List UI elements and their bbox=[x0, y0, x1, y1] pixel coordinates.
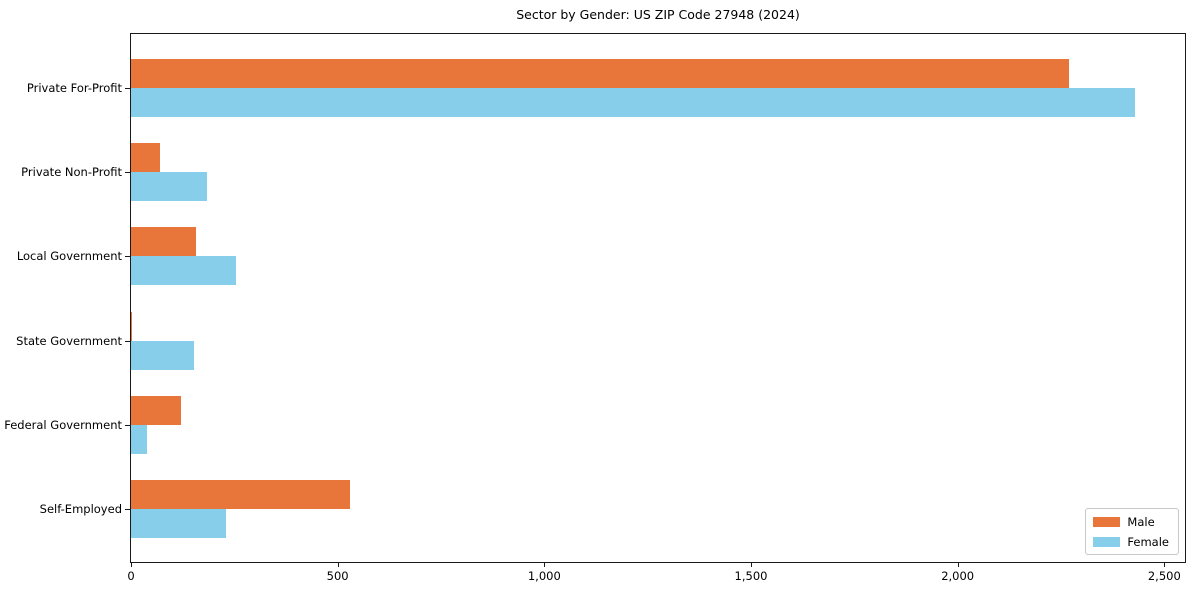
legend-entry-male: Male bbox=[1093, 514, 1169, 529]
bar-male-5 bbox=[131, 480, 351, 509]
bar-female-0 bbox=[131, 88, 1136, 117]
bar-male-3 bbox=[131, 311, 133, 341]
xtick-label-0: 0 bbox=[127, 569, 135, 583]
bar-male-0 bbox=[131, 59, 1070, 88]
ytick-label-0: Private For-Profit bbox=[26, 81, 122, 95]
bar-female-2 bbox=[131, 256, 237, 286]
bar-female-3 bbox=[131, 340, 194, 370]
bar-female-5 bbox=[131, 509, 226, 538]
xtick-mark-1 bbox=[337, 563, 339, 567]
bar-male-4 bbox=[131, 395, 181, 425]
ytick-mark-4 bbox=[125, 424, 130, 426]
bar-male-1 bbox=[131, 143, 160, 173]
xtick-label-5: 2,500 bbox=[1147, 569, 1181, 583]
bar-male-2 bbox=[131, 227, 196, 257]
xtick-mark-4 bbox=[957, 563, 959, 567]
xtick-mark-0 bbox=[131, 563, 132, 567]
legend-entry-female: Female bbox=[1093, 534, 1169, 549]
legend-label-female: Female bbox=[1127, 534, 1169, 549]
xtick-label-1: 500 bbox=[326, 569, 349, 583]
xtick-mark-2 bbox=[544, 563, 546, 567]
legend: Male Female bbox=[1085, 508, 1179, 555]
bar-female-4 bbox=[131, 424, 147, 454]
xtick-label-3: 1,500 bbox=[734, 569, 768, 583]
ytick-label-3: State Government bbox=[16, 333, 122, 348]
ytick-mark-2 bbox=[125, 256, 130, 258]
ytick-label-4: Federal Government bbox=[4, 417, 122, 432]
ytick-label-1: Private Non-Profit bbox=[21, 165, 122, 180]
xtick-label-2: 1,000 bbox=[527, 569, 561, 583]
xtick-label-4: 2,000 bbox=[941, 569, 975, 583]
ytick-mark-3 bbox=[125, 340, 130, 342]
female-series-swatch bbox=[1093, 536, 1121, 547]
ytick-label-2: Local Government bbox=[16, 249, 122, 264]
male-series-swatch bbox=[1093, 516, 1121, 527]
ytick-label-5: Self-Employed bbox=[39, 502, 122, 516]
bar-female-1 bbox=[131, 172, 208, 202]
plot-area: Male Female bbox=[130, 33, 1186, 563]
xtick-mark-3 bbox=[751, 563, 752, 567]
legend-label-male: Male bbox=[1127, 514, 1155, 529]
xtick-mark-5 bbox=[1164, 563, 1166, 567]
chart-title: Sector by Gender: US ZIP Code 27948 (202… bbox=[516, 7, 800, 22]
ytick-mark-5 bbox=[125, 509, 130, 510]
ytick-mark-0 bbox=[125, 88, 130, 89]
ytick-mark-1 bbox=[125, 172, 130, 174]
